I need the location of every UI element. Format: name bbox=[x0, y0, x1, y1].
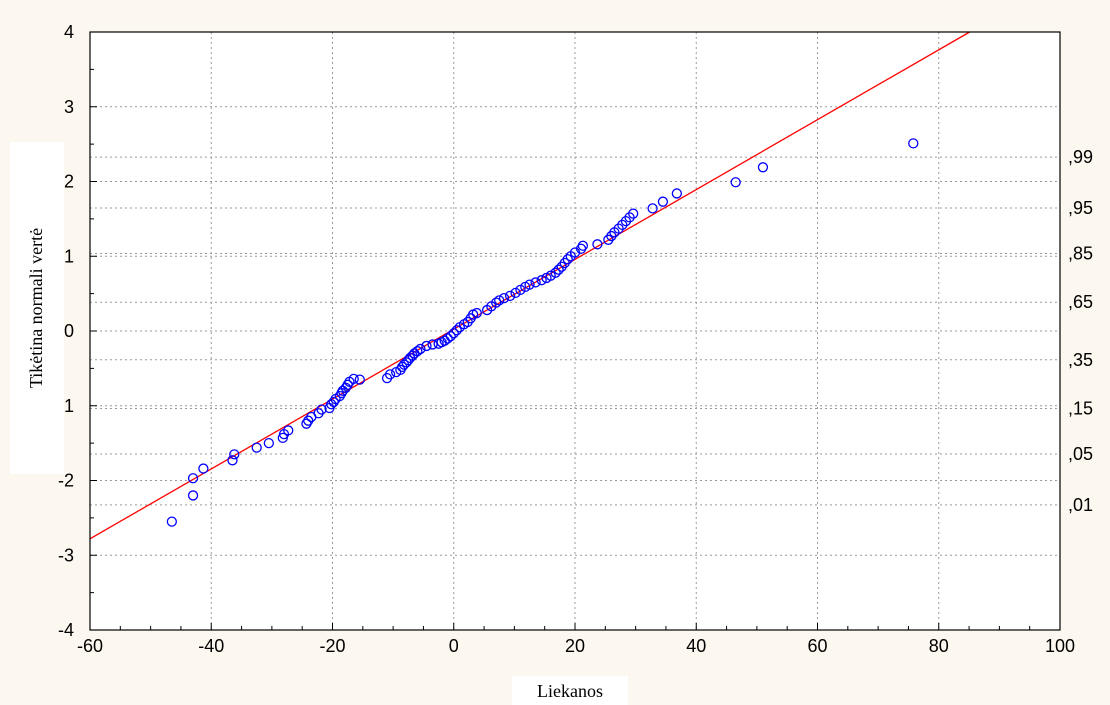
probability-tick-label: ,85 bbox=[1068, 244, 1093, 264]
data-point bbox=[494, 295, 505, 306]
probability-tick-label: ,01 bbox=[1068, 495, 1093, 515]
data-point bbox=[613, 223, 624, 234]
y-tick-label: -3 bbox=[58, 545, 74, 565]
data-point bbox=[251, 442, 262, 453]
data-point bbox=[283, 425, 294, 436]
data-point bbox=[198, 463, 209, 474]
probability-tick-label: ,05 bbox=[1068, 444, 1093, 464]
data-point bbox=[575, 243, 587, 254]
x-tick-label: 20 bbox=[565, 636, 585, 656]
x-tick-label: -20 bbox=[319, 636, 345, 656]
y-tick-label: -4 bbox=[58, 620, 74, 640]
data-point bbox=[504, 290, 516, 302]
data-point bbox=[316, 404, 327, 415]
data-points bbox=[166, 138, 919, 527]
data-point bbox=[671, 188, 682, 199]
data-point bbox=[187, 473, 199, 484]
data-point bbox=[592, 239, 603, 250]
data-point bbox=[498, 292, 510, 304]
x-tick-label: 0 bbox=[449, 636, 459, 656]
data-point bbox=[908, 138, 919, 149]
data-point bbox=[354, 374, 365, 385]
data-point bbox=[328, 396, 339, 408]
data-point bbox=[524, 279, 535, 290]
y-tick-label: -2 bbox=[58, 471, 74, 491]
probability-tick-label: ,65 bbox=[1068, 292, 1093, 312]
y-tick-label: 3 bbox=[64, 97, 74, 117]
data-point bbox=[166, 516, 177, 527]
y-tick-label: 4 bbox=[64, 22, 74, 42]
data-point bbox=[395, 364, 406, 376]
data-point bbox=[340, 382, 351, 393]
data-point bbox=[628, 208, 639, 219]
data-point bbox=[620, 215, 632, 227]
data-point bbox=[550, 267, 561, 278]
y-tick-label: 0 bbox=[64, 321, 74, 341]
axis-ticks bbox=[89, 31, 1061, 631]
data-point bbox=[334, 390, 345, 402]
data-point bbox=[730, 177, 741, 188]
y-tick-label: 2 bbox=[64, 172, 74, 192]
y-axis-title-box bbox=[10, 142, 64, 474]
x-axis-title: Liekanos bbox=[537, 681, 603, 701]
y-axis-title: Tikėtina normali vertė bbox=[26, 228, 46, 388]
data-point bbox=[624, 212, 635, 223]
data-point bbox=[263, 437, 274, 449]
probability-tick-label: ,95 bbox=[1068, 198, 1093, 218]
data-point bbox=[562, 254, 573, 265]
data-point bbox=[227, 455, 238, 466]
probability-tick-label: ,15 bbox=[1068, 398, 1093, 418]
data-point bbox=[553, 264, 564, 275]
data-point bbox=[412, 346, 423, 357]
x-tick-label: -60 bbox=[77, 636, 103, 656]
y-tick-label: 1 bbox=[64, 246, 74, 266]
grid bbox=[90, 32, 1060, 630]
data-point bbox=[301, 418, 312, 429]
data-point bbox=[384, 369, 396, 380]
data-point bbox=[421, 340, 432, 352]
x-tick-label: 60 bbox=[807, 636, 827, 656]
x-axis-title-box bbox=[512, 676, 628, 705]
data-point bbox=[448, 328, 459, 339]
data-point bbox=[647, 203, 658, 214]
data-point bbox=[757, 162, 769, 173]
probability-tick-label: ,99 bbox=[1068, 147, 1093, 167]
data-point bbox=[530, 277, 541, 288]
x-tick-label: -40 bbox=[198, 636, 224, 656]
x-tick-label: 40 bbox=[686, 636, 706, 656]
data-point bbox=[342, 379, 353, 390]
x-tick-labels: -60 -40 -20 0 20 40 60 80 100 bbox=[77, 636, 1075, 656]
x-tick-label: 100 bbox=[1045, 636, 1075, 656]
data-point bbox=[187, 490, 199, 501]
data-point bbox=[491, 297, 502, 308]
data-point bbox=[617, 219, 628, 231]
data-point bbox=[445, 331, 456, 342]
probability-tick-label: ,35 bbox=[1068, 350, 1093, 370]
probability-tick-labels: ,01 ,05 ,15 ,35 ,65 ,85 ,95 ,99 bbox=[1068, 147, 1093, 515]
data-point bbox=[451, 325, 462, 336]
data-point bbox=[536, 275, 547, 286]
data-point bbox=[471, 307, 482, 319]
data-point bbox=[415, 343, 426, 355]
data-point bbox=[577, 240, 589, 251]
data-point bbox=[657, 196, 669, 207]
data-point bbox=[348, 373, 359, 384]
x-tick-label: 80 bbox=[929, 636, 949, 656]
data-point bbox=[442, 333, 453, 344]
data-point bbox=[229, 449, 240, 460]
